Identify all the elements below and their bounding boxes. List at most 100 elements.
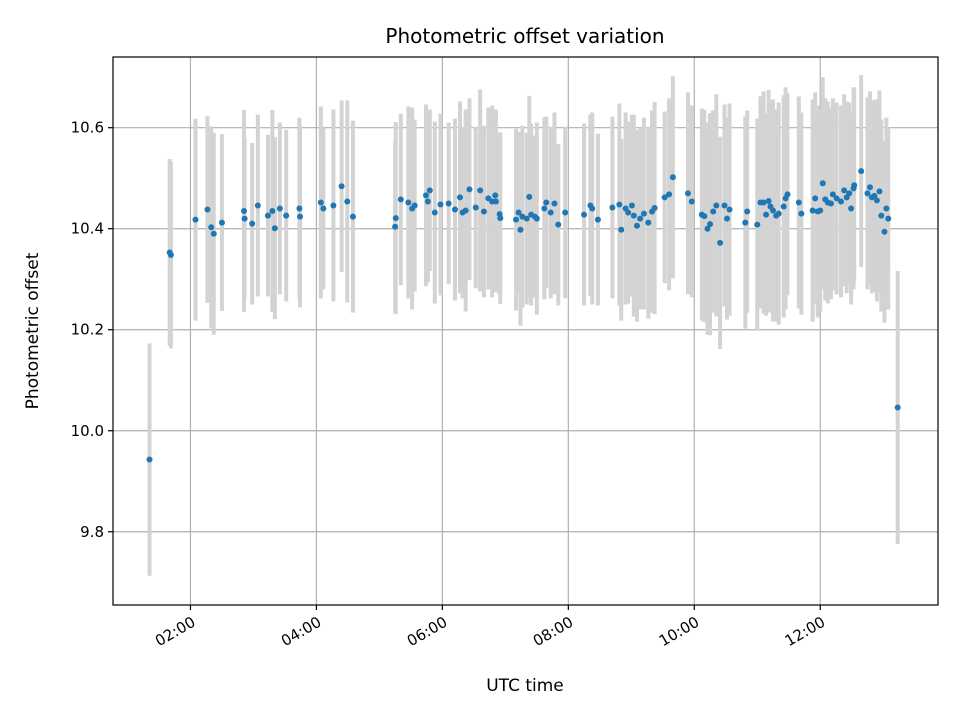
data-point <box>541 205 548 212</box>
y-axis-label: Photometric offset <box>23 252 43 409</box>
data-point <box>724 215 731 222</box>
data-point <box>630 212 637 219</box>
data-point <box>717 239 724 246</box>
data-point <box>713 202 720 209</box>
data-point <box>513 216 520 223</box>
data-point <box>594 216 601 223</box>
y-tick-label: 10.4 <box>71 220 104 238</box>
data-point <box>589 205 596 212</box>
data-point <box>881 228 888 235</box>
data-point <box>297 213 304 220</box>
data-point <box>838 198 845 205</box>
data-point <box>392 223 399 230</box>
data-point <box>264 212 271 219</box>
data-point <box>829 191 836 198</box>
y-axis-ticks: 9.8 10.0 10.2 10.4 10.6 <box>71 119 113 541</box>
data-point <box>633 222 640 229</box>
data-point <box>833 195 840 202</box>
data-point <box>515 209 522 216</box>
data-point <box>338 183 345 190</box>
y-tick-label: 10.0 <box>71 422 104 440</box>
data-point <box>609 204 616 211</box>
data-point <box>344 198 351 205</box>
data-point <box>269 208 276 215</box>
data-point <box>645 219 652 226</box>
data-point <box>846 190 853 197</box>
data-point <box>798 210 805 217</box>
data-point <box>618 226 625 233</box>
data-point <box>397 196 404 203</box>
data-point <box>457 194 464 201</box>
data-point <box>492 192 499 199</box>
data-point <box>744 208 751 215</box>
data-point <box>742 219 749 226</box>
data-point <box>276 205 283 212</box>
data-point <box>637 215 644 222</box>
data-point <box>543 199 550 206</box>
data-point <box>866 184 873 191</box>
data-point <box>296 205 303 212</box>
data-point <box>827 200 834 207</box>
data-point <box>424 198 431 205</box>
data-point <box>795 199 802 206</box>
data-point <box>283 212 290 219</box>
data-point <box>497 215 504 222</box>
data-point <box>628 202 635 209</box>
y-tick-label: 10.2 <box>71 321 104 339</box>
data-point <box>480 208 487 215</box>
data-point <box>688 198 695 205</box>
data-point <box>477 187 484 194</box>
data-point <box>763 211 770 218</box>
data-point <box>851 182 858 189</box>
data-point <box>271 225 278 232</box>
data-point <box>780 203 787 210</box>
data-point <box>349 213 356 220</box>
data-point <box>721 202 728 209</box>
data-point <box>254 202 261 209</box>
data-point <box>445 200 452 207</box>
data-point <box>885 215 892 222</box>
data-point <box>317 199 324 206</box>
data-point <box>812 195 819 202</box>
data-point <box>876 188 883 195</box>
data-point <box>775 210 782 217</box>
data-point <box>704 225 711 232</box>
data-point <box>192 216 199 223</box>
data-point <box>858 168 865 175</box>
data-point <box>204 206 211 213</box>
data-point <box>551 200 558 207</box>
data-point <box>819 180 826 187</box>
data-point <box>871 192 878 199</box>
data-point <box>210 230 217 237</box>
data-point <box>701 213 708 220</box>
data-point <box>581 211 588 218</box>
data-point <box>451 206 458 213</box>
data-point <box>765 197 772 204</box>
data-point <box>405 199 412 206</box>
data-point <box>784 191 791 198</box>
data-point <box>437 201 444 208</box>
data-point <box>472 204 479 211</box>
data-points <box>146 168 901 463</box>
data-point <box>562 209 569 216</box>
data-point <box>392 215 399 222</box>
data-point <box>146 456 153 463</box>
data-point <box>616 201 623 208</box>
x-axis-label: UTC time <box>486 676 564 696</box>
data-point <box>167 251 174 258</box>
data-point <box>208 224 215 231</box>
data-point <box>754 221 761 228</box>
data-point <box>841 187 848 194</box>
data-point <box>517 226 524 233</box>
data-point <box>241 215 248 222</box>
plot-frame <box>112 56 939 606</box>
data-point <box>218 219 225 226</box>
data-point <box>760 199 767 206</box>
data-point <box>651 205 658 212</box>
y-tick-label: 9.8 <box>80 523 104 541</box>
data-point <box>462 207 469 214</box>
data-point <box>661 194 668 201</box>
data-point <box>873 197 880 204</box>
data-point <box>770 207 776 214</box>
data-point <box>707 221 714 228</box>
